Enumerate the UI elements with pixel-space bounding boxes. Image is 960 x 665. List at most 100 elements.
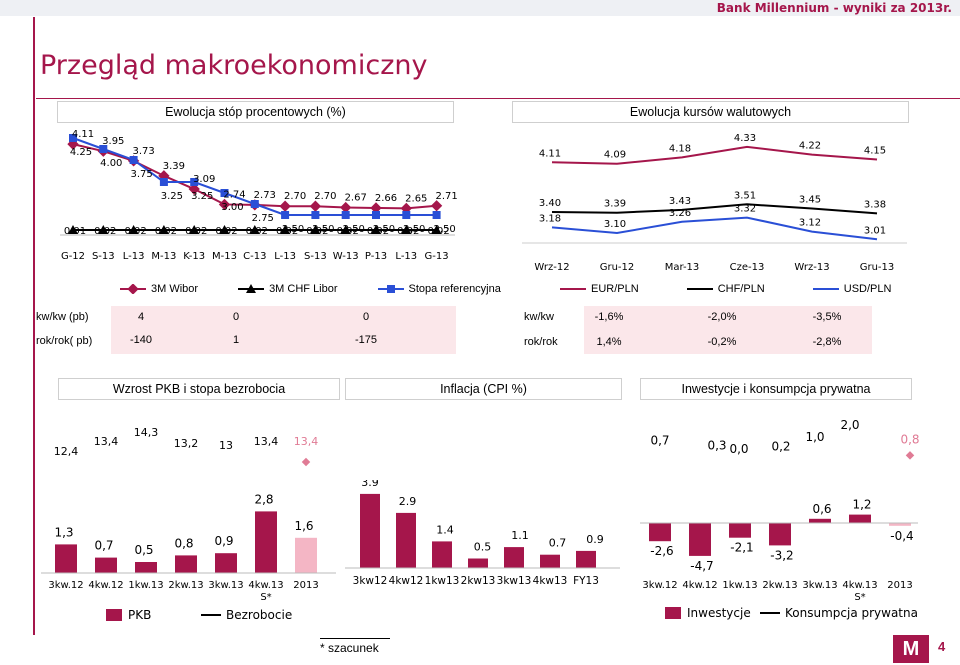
fx-cell: -3,5% [812, 311, 842, 323]
bank-logo: M [893, 635, 929, 663]
investment-bar-label: 0,6 [812, 502, 831, 516]
inv-panel-title: Inwestycje i konsumpcja prywatna [640, 378, 912, 400]
legend-chf-libor: 3M CHF Libor [238, 283, 338, 295]
fx-table: kw/kw rok/rok -1,6% -2,0% -3,5% 1,4% -0,… [512, 306, 872, 356]
brand-vertical-line [33, 17, 35, 635]
consumption-label: 0,2 [771, 440, 790, 454]
inv-x-tick: 4kw.13 [842, 580, 877, 591]
rates-label-libor: 0.02 [246, 226, 268, 237]
rates-x-tick: G-12 [61, 251, 85, 262]
fx-label: 3.12 [799, 218, 821, 229]
legend-pkb-label: PKB [128, 608, 151, 622]
rates-point [341, 211, 350, 219]
gdp-bar [55, 544, 77, 573]
gdp-unemployment-line [65, 439, 267, 461]
gdp-bar [215, 553, 237, 573]
investment-bar-label: -2,1 [730, 541, 753, 555]
rates-label-reference: 2.75 [252, 213, 274, 224]
legend-usdpln: USD/PLN [812, 283, 892, 295]
gdp-bar-label: 1,3 [54, 525, 73, 539]
rates-label-libor: 0.02 [306, 226, 328, 237]
fx-title: Ewolucja kursów walutowych [512, 101, 909, 123]
consumption-label: 0,7 [650, 434, 669, 448]
inv-x-tick: 2013 [887, 580, 912, 591]
rates-point [279, 200, 291, 212]
fx-cell: -2,8% [812, 336, 842, 348]
rates-label-libor: 0.02 [427, 226, 449, 237]
rates-point [99, 145, 108, 153]
rates-chart: G-12 S-13 L-13 M-13 K-13 M-13 C-13 L-13 S-13 W-13… [60, 129, 458, 262]
rates-label-reference: 3.00 [221, 202, 243, 213]
gdp-bar-label: 0,5 [134, 543, 153, 557]
rates-point [401, 225, 412, 234]
consumption-label: 2,0 [840, 418, 859, 432]
gdp-chart: 12,4 13,4 14,3 13,2 13 13,4 13,4 1,3 0,7 0,5 0,8 0,… [41, 426, 336, 622]
rates-label-libor: 0.02 [337, 226, 359, 237]
consumption-label: 0,0 [729, 442, 748, 456]
fx-cell: -2,0% [707, 311, 737, 323]
footnote: * szacunek [320, 638, 390, 655]
rates-point [431, 225, 442, 234]
cpi-x-tick: 1kw13 [425, 575, 460, 587]
consumption-label: 1,0 [805, 430, 824, 444]
rates-x-tick: M-13 [151, 251, 176, 262]
rates-label-reference: 2.50 [312, 224, 334, 235]
fx-values-bg [584, 306, 872, 354]
rates-point [370, 202, 382, 214]
rates-label-reference: 2.50 [343, 224, 365, 235]
rates-point [158, 225, 169, 234]
legend-wibor: 3M Wibor [120, 283, 198, 295]
fx-label: 3.45 [799, 195, 821, 206]
cpi-bar-label: 1.4 [436, 523, 454, 536]
rates-point [281, 211, 290, 219]
gdp-bar-label: 0,9 [214, 534, 233, 548]
rates-point [159, 178, 168, 186]
gdp-bar-label: 2,8 [254, 492, 273, 506]
cpi-bar-label: 0.7 [549, 537, 567, 550]
gdp-bar-label: 1,6 [294, 519, 313, 533]
fx-x-tick: Wrz-13 [794, 262, 829, 273]
rates-label-libor: 0.02 [276, 226, 298, 237]
fx-label: 3.51 [734, 190, 756, 201]
gdp-x-tick: 1kw.13 [128, 580, 163, 591]
rates-point [189, 225, 200, 234]
rates-label-wibor: 2.74 [223, 189, 245, 200]
rates-label-wibor: 4.11 [72, 129, 94, 140]
cpi-x-tick: 4kw13 [533, 575, 568, 587]
rates-x-tick: P-13 [365, 251, 387, 262]
consumption-label: 0,8 [900, 432, 919, 446]
rates-row-label-1: kw/kw (pb) [36, 311, 89, 323]
gdp-panel-title: Wzrost PKB i stopa bezrobocia [58, 378, 340, 400]
consumption-point [905, 451, 915, 460]
cpi-chart: 3.9 2.9 1.4 0.5 1.1 0.7 0.9 3kw12 4kw12 1kw13 2kw1… [345, 480, 620, 587]
fx-label: 3.18 [539, 213, 561, 224]
cpi-x-tick: 4kw12 [389, 575, 424, 587]
fx-row-label-2: rok/rok [524, 336, 558, 348]
rates-label-wibor: 3.73 [132, 146, 154, 157]
fx-legend: EUR/PLN CHF/PLN USD/PLN [560, 283, 891, 295]
rates-point [372, 211, 380, 219]
rates-label-libor: 0.01 [64, 226, 86, 237]
fx-label: 4.18 [669, 143, 691, 154]
rates-label-libor: 0.02 [94, 226, 116, 237]
rates-x-tick: C-13 [243, 251, 266, 262]
rates-point [402, 211, 411, 219]
brand-horizontal-line [36, 98, 960, 99]
fx-label: 3.26 [669, 208, 691, 219]
investment-bar [689, 523, 711, 556]
legend-reference-rate: Stopa referencyjna [377, 283, 501, 295]
gdp-x-tick: 4kw.13 [248, 580, 283, 591]
fx-x-tick: Cze-13 [730, 262, 765, 273]
rates-point [98, 225, 109, 234]
investment-bar-label: -3,2 [770, 548, 793, 562]
gdp-unemployment-label: 13,4 [294, 435, 319, 448]
cpi-bar-label: 2.9 [399, 495, 417, 508]
rates-legend: 3M Wibor 3M CHF Libor Stopa referencyjna [120, 283, 501, 295]
rates-point [220, 189, 229, 197]
fx-series-line-1 [551, 203, 878, 215]
page-title: Przegląd makroekonomiczny [40, 50, 428, 81]
consumption-label: 0,3 [707, 438, 726, 452]
gdp-x-tick: 4kw.12 [88, 580, 123, 591]
fx-cell: -0,2% [707, 336, 737, 348]
investment-bar [889, 523, 911, 526]
